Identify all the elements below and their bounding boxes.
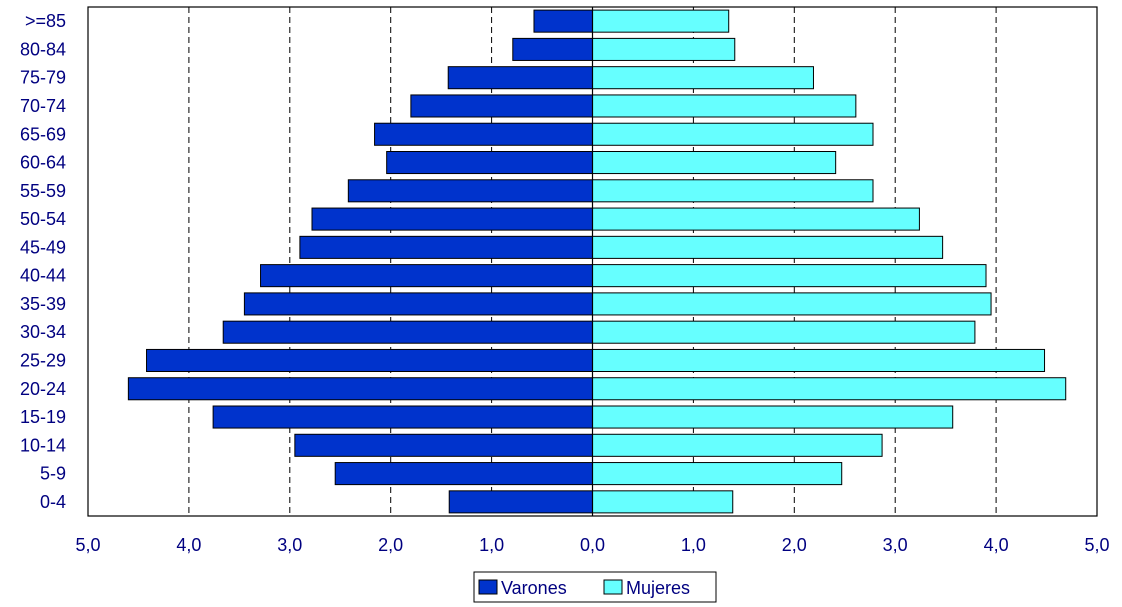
- bar-varones-15-19: [212, 405, 593, 429]
- y-tick-label: 30-34: [20, 322, 66, 342]
- y-tick-label: 20-24: [20, 379, 66, 399]
- bar-varones-10-14: [294, 433, 593, 457]
- bar-varones-0-4: [448, 490, 593, 514]
- bar-mujeres-20-24: [592, 377, 1067, 401]
- bar-varones-60-64: [386, 150, 593, 175]
- x-tick-label: 0,0: [580, 535, 605, 555]
- bar-mujeres-50-54: [592, 207, 920, 231]
- y-tick-label: 80-84: [20, 39, 66, 59]
- bar-mujeres-55-59: [592, 179, 874, 203]
- y-axis-labels: 0-4 5-9 10-14 15-19 20-24 25-29 30-34 35-39 40-4…: [20, 11, 66, 512]
- legend-label-mujeres: Mujeres: [626, 578, 690, 598]
- bar-varones-70-74: [410, 94, 593, 118]
- bar-mujeres-65-69: [592, 122, 874, 146]
- x-tick-label: 5,0: [1084, 535, 1109, 555]
- bar-varones-20-24: [127, 377, 594, 401]
- legend-swatch-varones: [478, 579, 498, 595]
- bar-mujeres-5-9: [592, 462, 843, 486]
- x-tick-label: 4,0: [984, 535, 1009, 555]
- bar-mujeres-70-74: [592, 94, 857, 118]
- bar-mujeres-25-29: [592, 348, 1046, 373]
- legend-box: [473, 571, 717, 603]
- y-tick-label: 65-69: [20, 124, 66, 144]
- grid-lines: [188, 7, 997, 516]
- bar-mujeres-80-84: [592, 37, 736, 61]
- bar-varones-55-59: [347, 179, 593, 203]
- bar-mujeres-10-14: [592, 433, 883, 457]
- legend-label-varones: Varones: [501, 578, 567, 598]
- x-tick-label: 2,0: [782, 535, 807, 555]
- bar-varones-35-39: [243, 292, 594, 316]
- bar-mujeres-15-19: [592, 405, 954, 429]
- x-tick-label: 2,0: [378, 535, 403, 555]
- bar-varones-65-69: [374, 122, 593, 146]
- x-tick-label: 3,0: [883, 535, 908, 555]
- y-tick-label: 70-74: [20, 96, 66, 116]
- bar-mujeres-60-64: [592, 150, 837, 175]
- y-tick-label: >=85: [25, 11, 66, 31]
- legend-swatch-mujeres: [603, 579, 623, 595]
- bar-mujeres-0-4: [592, 490, 734, 514]
- bar-mujeres-75-79: [592, 66, 814, 90]
- y-tick-label: 50-54: [20, 209, 66, 229]
- legend: Varones Mujeres: [473, 571, 717, 603]
- bar-mujeres-45-49: [592, 235, 944, 259]
- y-tick-label: 10-14: [20, 435, 66, 455]
- y-tick-label: 25-29: [20, 350, 66, 370]
- y-tick-label: 55-59: [20, 181, 66, 201]
- bar-varones-45-49: [299, 235, 593, 259]
- y-tick-label: 0-4: [40, 492, 66, 512]
- x-tick-label: 3,0: [277, 535, 302, 555]
- y-tick-label: 5-9: [40, 464, 66, 484]
- y-tick-label: 75-79: [20, 68, 66, 88]
- y-tick-label: 35-39: [20, 294, 66, 314]
- x-tick-label: 1,0: [681, 535, 706, 555]
- varones-bars: [127, 9, 594, 514]
- bar-mujeres->=85: [592, 9, 730, 33]
- bar-varones-50-54: [311, 207, 593, 231]
- bar-varones-30-34: [222, 320, 593, 344]
- y-tick-label: 40-44: [20, 266, 66, 286]
- x-tick-label: 5,0: [75, 535, 100, 555]
- y-tick-label: 45-49: [20, 237, 66, 257]
- x-axis-labels: 5,0 4,0 3,0 2,0 1,0 0,0 1,0 2,0 3,0 4,0 5,0: [75, 535, 1109, 555]
- bar-varones-40-44: [260, 264, 593, 288]
- bar-varones-80-84: [512, 37, 593, 61]
- y-tick-label: 15-19: [20, 407, 66, 427]
- y-tick-label: 60-64: [20, 153, 66, 173]
- bar-mujeres-35-39: [592, 292, 992, 316]
- bar-varones-25-29: [146, 348, 593, 373]
- x-tick-label: 1,0: [479, 535, 504, 555]
- bar-varones-5-9: [334, 462, 593, 486]
- bar-mujeres-40-44: [592, 264, 987, 288]
- bar-varones-75-79: [447, 66, 594, 90]
- bar-varones->=85: [533, 9, 594, 33]
- bar-mujeres-30-34: [592, 320, 976, 344]
- x-tick-label: 4,0: [176, 535, 201, 555]
